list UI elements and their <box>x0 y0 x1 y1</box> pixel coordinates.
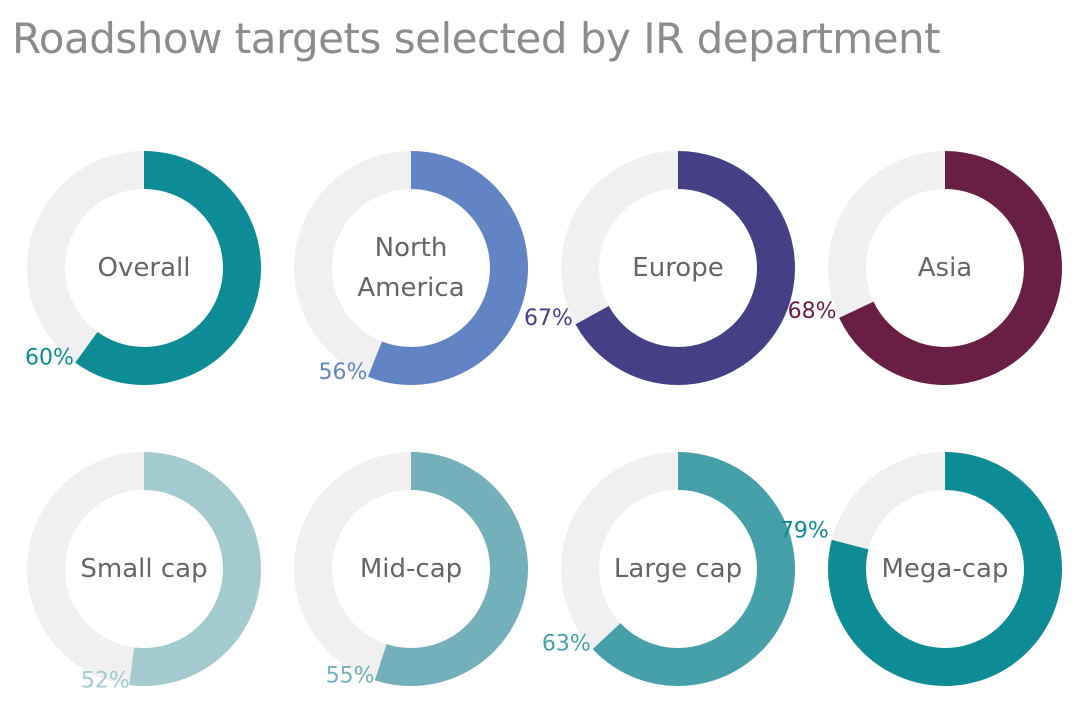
donut-arc <box>575 151 795 385</box>
donut-arc <box>367 151 528 385</box>
donut-north-america: North America 56% <box>294 151 528 385</box>
donut-large-cap: Large cap 63% <box>542 452 795 686</box>
donut-arc <box>129 452 261 686</box>
donut-mega-cap: Mega-cap 79% <box>780 452 1062 686</box>
donut-center-label: Large cap <box>614 554 742 584</box>
donut-overall: Overall 60% <box>25 151 261 385</box>
donut-center-label: Asia <box>918 253 973 283</box>
donut-arc <box>374 452 528 686</box>
donut-center-label: Overall <box>98 253 191 283</box>
donut-percent-label: 55% <box>326 664 375 689</box>
donut-asia: Asia 68% <box>788 151 1062 385</box>
donut-percent-label: 56% <box>319 360 368 385</box>
donut-center-label: America <box>357 273 464 303</box>
donut-percent-label: 67% <box>524 306 573 331</box>
donut-europe: Europe 67% <box>524 151 795 385</box>
donut-center-label: Mid-cap <box>360 554 462 584</box>
donut-percent-label: 52% <box>81 669 130 694</box>
donut-percent-label: 79% <box>780 518 829 543</box>
donut-arc <box>592 452 795 686</box>
donut-percent-label: 60% <box>25 345 74 370</box>
donut-center-label: Mega-cap <box>882 554 1009 584</box>
donut-center-label: Small cap <box>80 554 207 584</box>
donut-percent-label: 68% <box>788 299 837 324</box>
donut-mid-cap: Mid-cap 55% <box>294 452 528 689</box>
donut-arc <box>75 151 261 385</box>
donut-arc <box>839 151 1062 385</box>
donut-arc <box>828 452 1062 686</box>
donut-percent-label: 63% <box>542 631 591 656</box>
donut-center-label: North <box>375 233 448 263</box>
chart-title: Roadshow targets selected by IR departme… <box>12 14 941 63</box>
donut-center-label: Europe <box>632 253 723 283</box>
donut-small-cap: Small cap 52% <box>27 452 261 694</box>
